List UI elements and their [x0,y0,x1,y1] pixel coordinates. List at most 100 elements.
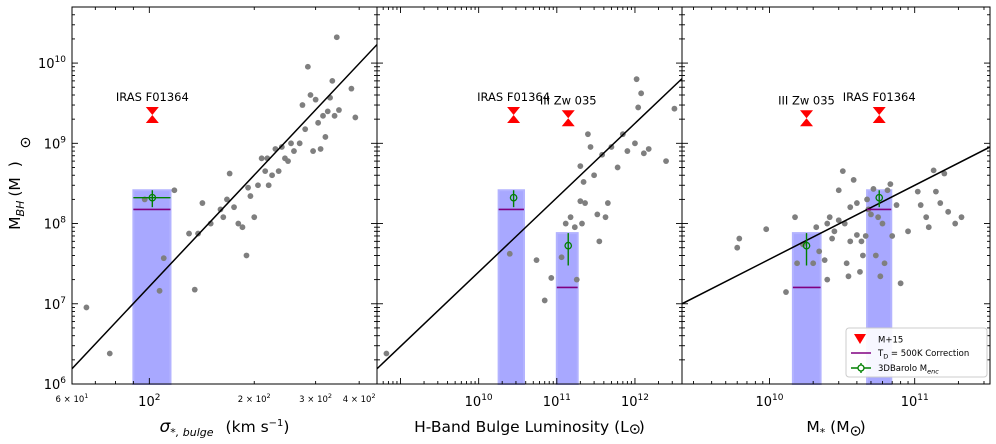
sigma-point-24 [262,168,269,175]
hband-xtick-label-1: 1011 [543,393,571,410]
mstar-sun-symbol-dot [854,429,857,433]
td-correction-layer [133,208,892,289]
sigma-point-17 [239,224,246,231]
xlabel-close: ) [639,418,645,436]
hband-sun-symbol-dot [633,428,636,431]
mstar-point-10 [821,257,828,264]
mstar-point-55 [952,220,959,227]
ytick-label-4: 1010 [38,55,66,72]
sigma-point-13 [224,196,230,203]
sigma-point-19 [245,184,251,191]
sigma-point-1 [106,350,113,357]
fit-lines-layer [72,44,990,370]
legend-barolo-label: 3DBarolo Menc [878,364,939,376]
hband-point-3 [541,297,548,304]
mstar-point-48 [923,214,930,221]
tick-exp: 10 [772,393,784,403]
sigma-point-21 [251,214,258,221]
bars-layer [132,189,893,385]
mstar-point-29 [860,252,866,259]
mstar-frame [681,6,991,385]
hband-point-12 [577,163,584,169]
sigma-point-35 [296,140,303,147]
axes-layer [71,6,991,385]
legend-barolo-marker [857,364,865,372]
mstar-point-52 [937,200,944,206]
tick-base: 10 [621,395,638,410]
xlabel-unit: (M [825,418,849,436]
xlabel-sub: * [820,426,826,439]
tick-exp: 2 [328,392,332,400]
hband-m15-0-label: IRAS F01364 [477,90,550,104]
mstar-xtick-label-1: 1011 [901,393,929,410]
legend: M+15 TD = 500K Correction 3DBarolo Menc [845,327,988,378]
y-axis-label: MBH (M) [6,161,27,230]
sigma-point-6 [186,230,192,237]
legend-m15-label: M+15 [878,336,903,346]
ylabel-sun-symbol-dot [24,141,27,144]
mstar-point-17 [835,217,842,224]
barolo-sub: enc [927,368,939,376]
sigma-point-4 [160,255,167,262]
mstar-point-46 [914,188,921,195]
sigma-point-36 [299,102,306,108]
xlabel-symbol: σ [160,417,172,437]
mstar-point-20 [843,260,850,267]
mstar-point-33 [868,211,874,218]
mstar-point-49 [925,224,932,231]
tick-exp: 12 [638,393,649,403]
barolo-base: 3DBarolo M [878,364,927,374]
mstar-xlabel: M* (M) [806,418,865,439]
sigma-point-18 [243,252,250,259]
sigma-point-12 [220,214,227,221]
mstar-point-45 [905,228,911,235]
mstar-point-7 [810,260,817,267]
hband-point-29 [638,90,645,97]
sigma-point-0 [83,304,90,311]
sigma-point-44 [320,112,326,119]
xlabel-text: H-Band Bulge Luminosity (L [414,418,629,436]
mstar-point-21 [845,273,852,280]
sigma-point-27 [269,172,275,179]
sigma-xminor-label-1: 2 × 102 [238,392,271,405]
mstar-point-25 [853,232,860,238]
hband-point-8 [571,224,578,231]
tick-exp: 11 [917,393,928,403]
td-rest: = 500K Correction [888,349,969,359]
hband-point-15 [587,144,594,150]
sigma-point-37 [302,126,309,133]
sigma-xminor-label-3: 4 × 102 [343,392,376,405]
ytick-label-1: 107 [44,296,66,313]
sigma-point-41 [312,96,319,103]
mstar-point-40 [884,187,891,194]
mstar-point-2 [763,226,770,233]
mstar-point-23 [847,238,854,245]
sigma-point-52 [348,85,355,92]
tick-exp: 2 [371,392,375,400]
tick-base: 10 [901,395,918,410]
sigma-point-50 [333,34,340,41]
sigma-xminor-label-2: 3 × 102 [299,392,332,405]
tick-mant: 6 × 10 [56,395,85,405]
mstar-point-51 [933,188,939,195]
hband-point-26 [632,140,638,147]
sigma-xlabel: σ*, bulge (km s−1) [160,417,290,439]
tick-base: 10 [38,57,55,72]
hband-sun-symbol-ring [630,424,640,434]
hband-point-9 [577,198,584,205]
sigma-point-32 [285,158,291,165]
sigma-fit-line [72,44,377,370]
mstar-point-31 [864,196,870,203]
hband-point-21 [604,200,611,206]
mstar-point-9 [816,248,823,255]
hband-point-17 [594,211,601,218]
sigma-point-7 [191,286,198,293]
hband-point-27 [633,76,640,83]
hband-point-20 [602,214,609,221]
mstar-fit-line [682,146,990,305]
xlabel-close: ) [283,418,289,436]
mstar-point-39 [881,260,888,267]
hband-point-2 [533,257,540,264]
